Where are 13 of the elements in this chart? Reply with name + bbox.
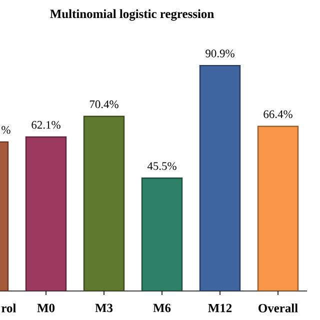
chart-title: Multinomial logistic regression (50, 9, 214, 21)
x-tick-label: M12 (208, 304, 232, 312)
data-label: 66.4% (264, 110, 292, 118)
data-label: 70.4% (90, 100, 118, 108)
x-tick-label: M0 (37, 304, 55, 312)
x-tick-label: rol (2, 304, 16, 312)
x-tick-label: M6 (153, 304, 171, 312)
data-label: 90.9% (206, 50, 234, 58)
x-tick-label: M3 (95, 304, 113, 312)
data-label: 45.5% (147, 162, 176, 170)
data-label: 62.1% (32, 121, 60, 129)
x-tick-label: Overall (258, 304, 298, 312)
data-label: % (2, 126, 10, 134)
